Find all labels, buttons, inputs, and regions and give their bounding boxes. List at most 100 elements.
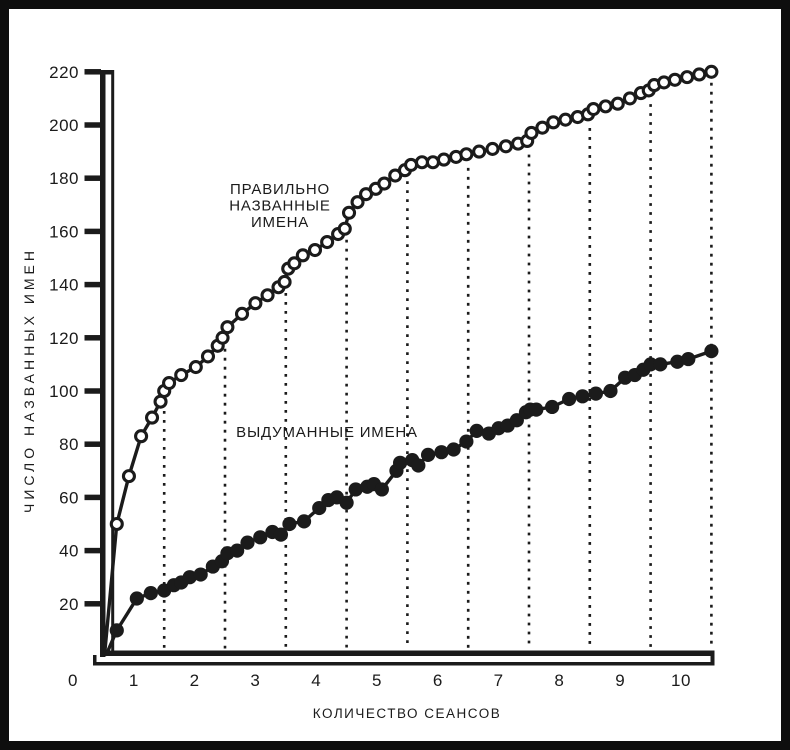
y-axis-tick-label: 80 (59, 435, 79, 454)
correct-names-point-marker (248, 296, 263, 311)
y-axis-tick (84, 494, 101, 501)
correct-names-point-marker (295, 248, 310, 263)
correct-names-point-marker (109, 516, 124, 532)
correct-names-point-marker (524, 125, 539, 141)
axis-frame-segment (100, 70, 115, 75)
y-axis-tick (84, 547, 101, 554)
x-axis-tick-label: 6 (433, 671, 443, 690)
correct-names-point-marker (436, 152, 451, 167)
y-axis-tick-label: 140 (49, 276, 79, 295)
x-axis-tick-label: 3 (250, 671, 260, 690)
invented-names-point-marker (282, 516, 297, 532)
y-axis-tick (84, 69, 101, 75)
y-axis-tick (84, 122, 101, 128)
invented-names-point-marker (459, 434, 474, 449)
correct-names-point-marker (498, 139, 513, 154)
correct-names-point-marker (200, 349, 216, 364)
invented-names-point-marker (575, 389, 590, 404)
y-axis-title: ЧИСЛО НАЗВАННЫХ ИМЕН (21, 247, 37, 513)
correct-names-point-marker (425, 155, 440, 170)
x-axis-tick-label: 10 (671, 671, 691, 690)
correct-names-point-marker (341, 205, 357, 220)
y-axis-tick-label: 200 (49, 116, 79, 135)
invented-names-point-marker (230, 543, 245, 558)
correct-names-point-marker (586, 101, 601, 117)
correct-names-point-marker (174, 367, 189, 383)
invented-names-point-marker (109, 623, 124, 638)
y-axis-tick (84, 441, 101, 447)
correct-names-point-marker (277, 274, 292, 289)
correct-names-point-marker (234, 306, 250, 321)
x-axis-tick-label: 5 (372, 671, 382, 690)
x-axis-tick-label: 4 (311, 671, 321, 690)
x-axis-tick-label: 8 (554, 671, 564, 690)
axis-frame-segment (100, 70, 106, 657)
series-text-label: ВЫДУМАННЫЕ ИМЕНА (236, 424, 418, 441)
x-axis-tick-label: 7 (494, 671, 504, 690)
correct-names-point-marker (260, 288, 275, 303)
invented-names-point-marker (681, 351, 696, 367)
correct-names-point-marker (162, 375, 177, 391)
invented-names-point-marker (446, 442, 461, 457)
y-axis-tick-label: 120 (49, 329, 79, 348)
correct-names-point-marker (558, 112, 573, 127)
correct-names-point-marker (220, 320, 235, 335)
invented-names-point-marker (374, 482, 389, 497)
invented-names-point-marker (562, 391, 577, 407)
invented-names-point-marker (704, 344, 719, 359)
correct-names-point-marker (535, 120, 550, 135)
y-axis-tick-label: 220 (49, 63, 79, 82)
correct-names-point-marker (598, 99, 613, 114)
axis-frame-segment (100, 650, 714, 656)
axis-frame-segment (93, 662, 715, 666)
y-axis-tick (84, 388, 101, 394)
correct-names-point-marker (320, 234, 335, 250)
correct-names-point-marker (546, 115, 561, 130)
correct-names-point-marker (144, 410, 160, 425)
invented-names-point-marker (393, 455, 408, 470)
y-axis-tick (84, 228, 101, 235)
x-axis-tick-label: 2 (190, 671, 200, 690)
axis-frame-segment (710, 650, 715, 666)
y-axis-tick (84, 175, 101, 181)
correct-names-point-marker (337, 221, 352, 236)
invented-names-point-marker (653, 357, 668, 372)
invented-names-point-marker (312, 500, 327, 516)
correct-names-point-marker (188, 360, 203, 375)
y-axis-tick-label: 100 (49, 382, 79, 401)
invented-names-point-marker (143, 586, 158, 601)
invented-names-point-marker (129, 591, 144, 606)
correct-names-point-marker (307, 242, 323, 258)
correct-names-point-marker (121, 469, 136, 484)
y-axis-tick-label: 20 (59, 595, 79, 614)
correct-names-point-marker (704, 64, 719, 79)
correct-names-point-marker (350, 195, 365, 210)
x-axis-tick-label: 9 (615, 671, 625, 690)
invented-names-point-marker (273, 527, 289, 542)
invented-names-point-marker (193, 567, 208, 582)
y-axis-tick-label: 180 (49, 169, 79, 188)
y-axis-tick-label: 160 (49, 222, 79, 241)
invented-names-point-marker (348, 482, 363, 497)
y-axis-tick-label: 60 (59, 488, 79, 507)
correct-names-point-marker (667, 72, 682, 87)
correct-names-point-marker (215, 330, 230, 345)
correct-names-point-marker (692, 67, 707, 82)
x-axis-tick-label: 0 (68, 671, 78, 690)
invented-names-point-marker (643, 357, 658, 372)
y-axis-tick (84, 281, 101, 288)
invented-names-point-marker (420, 447, 436, 462)
axis-frame-segment (111, 74, 115, 653)
invented-names-point-marker (670, 354, 685, 369)
invented-names-point-marker (411, 458, 426, 473)
y-axis-tick-label: 40 (59, 542, 79, 561)
invented-names-point-marker (545, 399, 560, 415)
invented-names-point-marker (240, 535, 255, 550)
correct-names-point-marker (656, 75, 672, 90)
invented-names-point-marker (603, 383, 618, 399)
invented-names-point-marker (469, 423, 484, 438)
invented-names-point-marker (588, 386, 603, 401)
correct-names-point-marker (472, 144, 487, 159)
